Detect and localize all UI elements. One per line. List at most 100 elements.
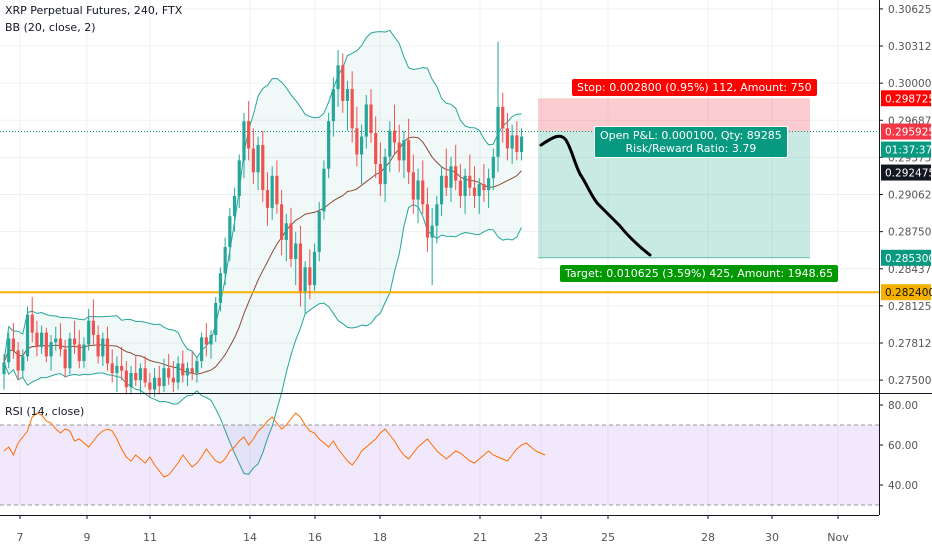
candle-body [162,368,166,387]
pnl-text: Open P&L: 0.000100, Qty: 89285 [600,129,782,142]
entry-price-badge-bg [881,123,931,140]
candle-body [388,130,392,157]
rsi-plot [0,412,879,506]
candle-body [463,175,467,196]
pnl-info-box: Open P&L: 0.000100, Qty: 89285 Risk/Rewa… [594,126,788,158]
candle-body [232,196,237,217]
candle-body [392,130,397,143]
candle-body [501,106,505,129]
candle-body [374,133,378,164]
candle-body [359,136,364,155]
candle-body [322,168,326,212]
candle-body [35,332,39,347]
rsi-tick-label: 80.00 [888,400,918,412]
candle-body [425,204,430,238]
candle-body [261,144,265,191]
candle-body [482,184,486,191]
candle-body [369,104,373,134]
bb-upper-band [3,29,522,363]
rsi-tick-label: 60.00 [888,440,918,452]
time-tick-label: 23 [534,531,548,544]
current-price-badge: 0.292475 [885,168,932,180]
entry-price-badge: 0.295925 [885,127,932,139]
price-tick-label: 0.278125 [888,338,932,350]
candle-body [72,338,77,345]
candle-body [218,273,223,303]
candle-body [200,337,204,362]
stop-info-box: Stop: 0.002800 (0.95%) 112, Amount: 750 [572,79,817,96]
candle-body [312,251,317,286]
candle-body [331,89,335,122]
time-tick-label: 21 [473,531,487,544]
time-tick-label: 25 [601,531,615,544]
support-price-badge-bg [881,284,931,301]
candle-body [477,184,481,196]
candle-body [510,135,514,149]
candle-body [279,204,284,240]
risk-reward-text: Risk/Reward Ratio: 3.79 [625,142,757,155]
candle-body [129,372,133,388]
candle-body [77,344,81,362]
candle-body [58,338,63,350]
candle-body [350,89,354,129]
candle-body [120,365,124,371]
candle-body [449,166,453,188]
candle-body [148,382,152,390]
candle-body [496,106,500,157]
bb-lower-band [3,204,522,475]
candle-body [30,314,34,333]
price-tick-label: 0.275000 [888,375,932,387]
bb-basis-line [3,136,522,375]
candle-body [40,332,44,347]
candle-body [435,204,439,226]
candle-body [341,65,345,101]
candle-body [204,337,208,345]
time-tick-label: 7 [17,531,24,544]
candle-body [303,267,307,292]
target-price-badge-bg [881,249,931,266]
candle-body [68,338,72,369]
rsi-band [0,425,879,505]
candle-body [11,338,16,351]
time-tick-label: 14 [243,531,257,544]
candle-body [298,243,303,292]
candle-body [411,172,415,200]
candle-body [2,362,6,375]
candle-body [237,160,241,196]
bb-fill [4,30,522,475]
candle-body [491,156,495,179]
candle-body [181,363,185,376]
candle-body [345,89,350,101]
target-price-badge: 0.285300 [885,253,932,265]
candle-body [228,216,232,248]
candle-body [138,368,143,381]
candle-body [355,128,359,155]
candle-body [209,334,213,345]
candle-body [270,175,274,208]
candle-body [134,372,138,381]
candle-body [195,361,199,373]
candle-body [96,334,100,357]
indicator-label: BB (20, close, 2) [5,21,96,34]
price-tick-label: 0.284375 [888,264,932,276]
candle-body [171,377,175,383]
candle-body [383,156,387,185]
candle-body [247,121,251,149]
candle-body [91,320,95,335]
candle-body [519,136,524,153]
candle-body [242,121,246,161]
candle-body [87,320,91,345]
time-tick-label: 28 [701,531,715,544]
candle-body [439,175,444,205]
candle-body [7,338,11,363]
stop-price-badge: 0.298725 [885,93,932,105]
candle-body [294,243,298,259]
candle-body [223,247,227,274]
candle-body [515,135,519,153]
time-tick-label: 9 [84,531,91,544]
candle-body [364,104,368,137]
